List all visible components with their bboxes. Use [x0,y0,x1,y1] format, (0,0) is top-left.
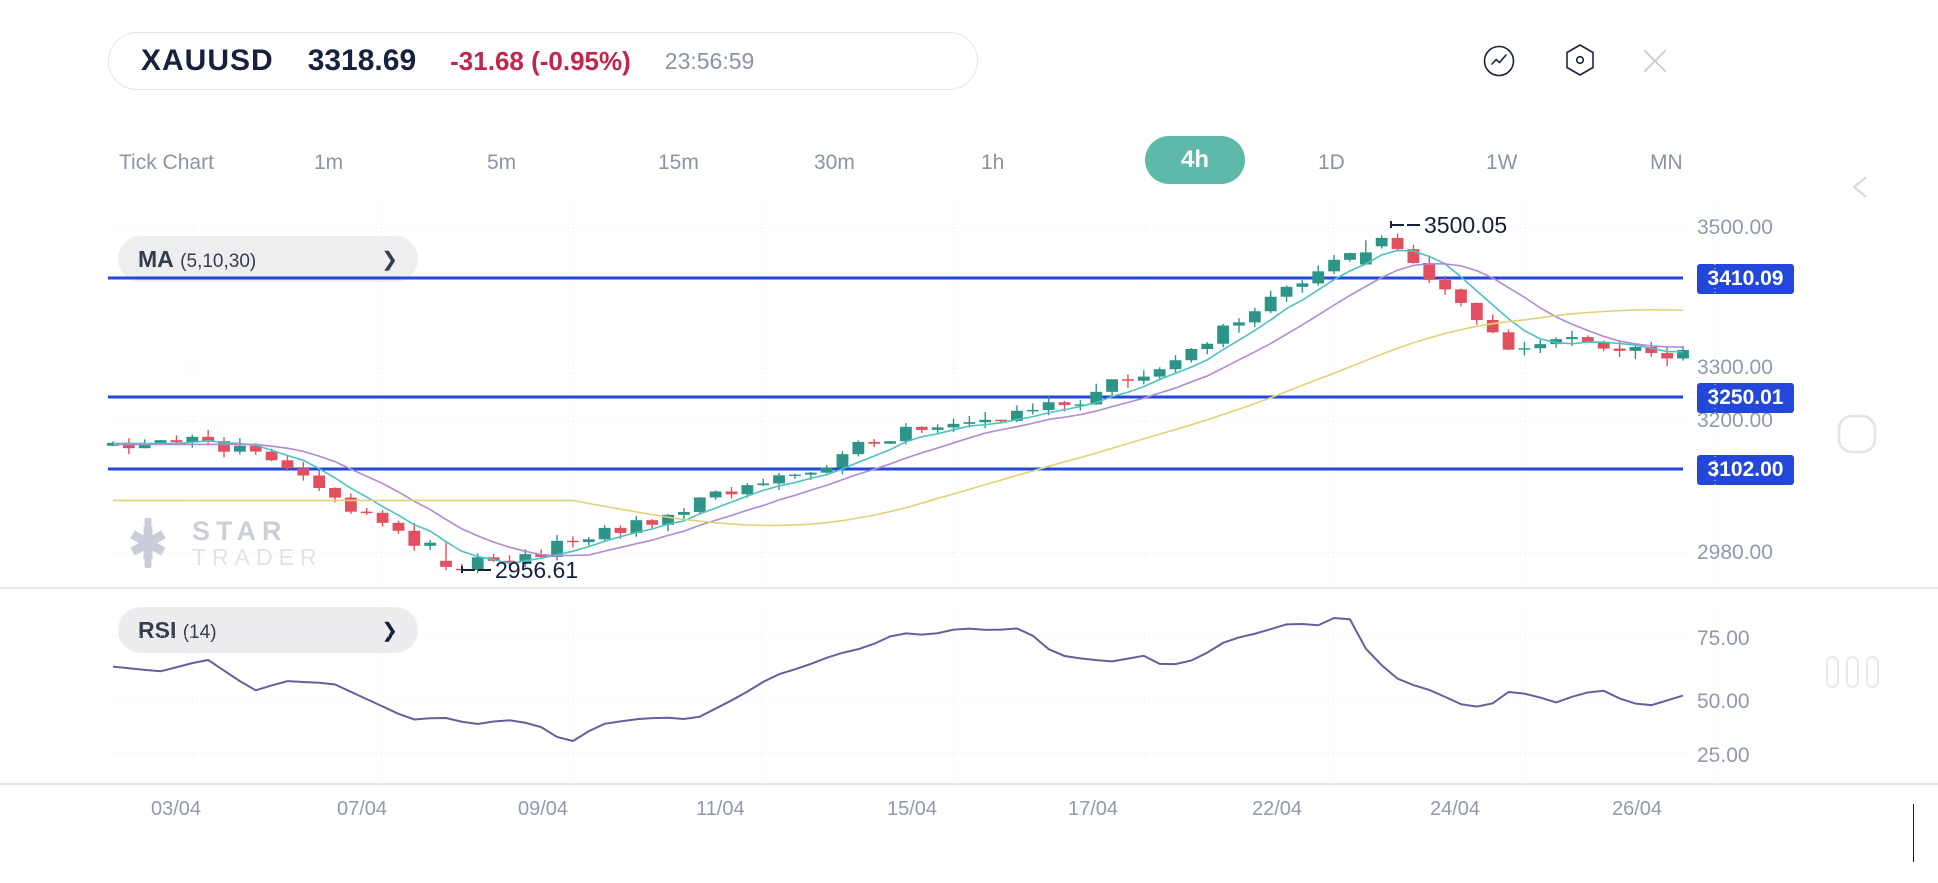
svg-text:2956.61: 2956.61 [495,557,578,583]
svg-text:3500.05: 3500.05 [1424,212,1507,238]
